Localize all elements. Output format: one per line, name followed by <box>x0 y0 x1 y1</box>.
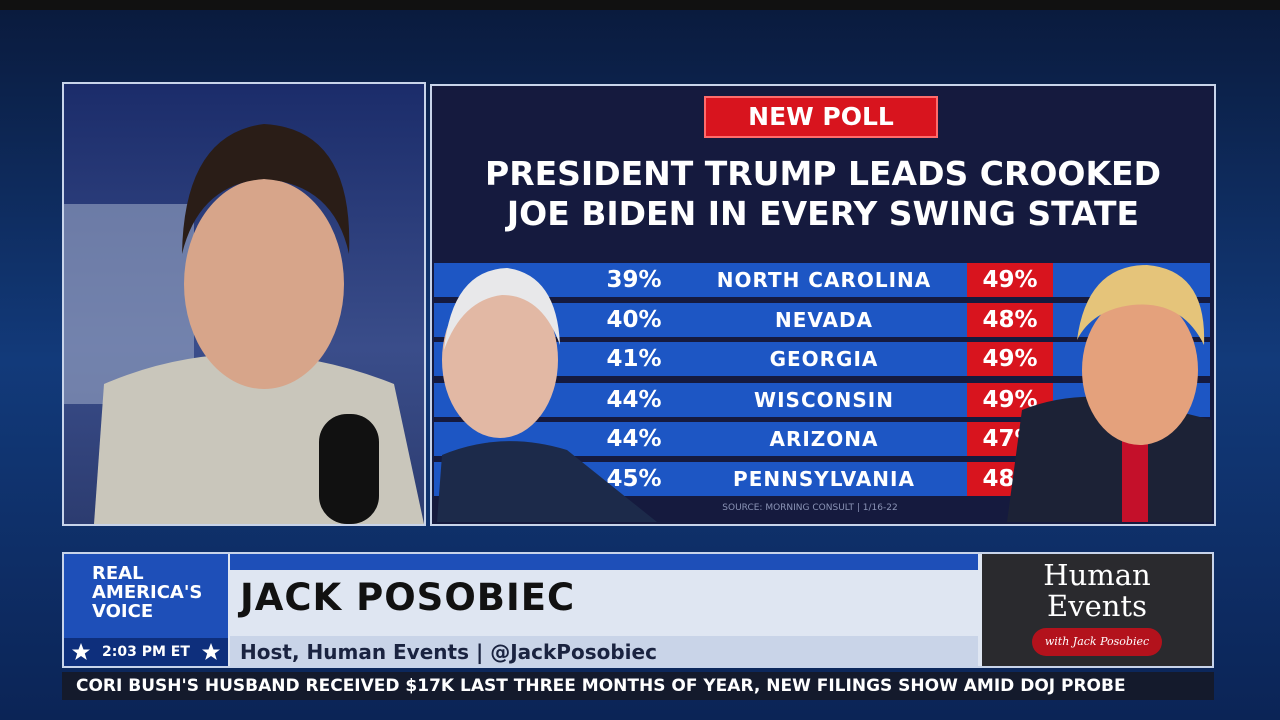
top-bar <box>0 0 1280 10</box>
logo-line: AMERICA'S <box>92 582 203 603</box>
trump-hair <box>1077 265 1205 345</box>
show-tag: with Jack Posobiec <box>1032 628 1162 656</box>
logo-text: REAL AMERICA'S VOICE <box>64 554 228 621</box>
title-line: JOE BIDEN IN EVERY SWING STATE <box>506 194 1140 233</box>
candidate-photos <box>437 265 1212 522</box>
biden-percent: 40% <box>606 307 662 333</box>
logo-line: VOICE <box>92 601 154 622</box>
hair <box>182 124 350 254</box>
state-name: ARIZONA <box>769 427 879 451</box>
star <box>202 643 220 660</box>
show-title: Human Events <box>982 554 1212 622</box>
state-name: WISCONSIN <box>754 388 894 412</box>
name-strip <box>230 554 978 570</box>
poll-source: SOURCE: MORNING CONSULT | 1/16-22 <box>722 503 898 513</box>
state-name: NEVADA <box>774 308 874 332</box>
biden-percent: 44% <box>606 426 662 452</box>
poll-row: 41% GEORGIA 49% <box>434 342 1210 376</box>
show-line: Human <box>1043 558 1151 592</box>
show-logo: Human Events with Jack Posobiec <box>982 554 1212 666</box>
state-name: PENNSYLVANIA <box>733 467 915 491</box>
host-name: JACK POSOBIEC <box>240 576 576 619</box>
star <box>72 643 90 660</box>
ticker-bar: CORI BUSH'S HUSBAND RECEIVED $17K LAST T… <box>62 672 1214 700</box>
state-name: NORTH CAROLINA <box>716 268 932 292</box>
subtitle-strip <box>230 636 978 666</box>
host-illustration <box>64 124 424 524</box>
biden-suit <box>437 441 657 522</box>
biden-percent: 45% <box>606 466 662 492</box>
host-video <box>62 82 426 526</box>
microphone <box>319 414 379 524</box>
ticker-text: CORI BUSH'S HUSBAND RECEIVED $17K LAST T… <box>76 676 1126 696</box>
clock-bar: 2:03 PM ET <box>64 638 228 666</box>
clock-stars <box>72 643 220 660</box>
trump-face <box>1082 295 1198 445</box>
clock: 2:03 PM ET <box>102 644 190 660</box>
biden-percent: 44% <box>606 387 662 413</box>
poll-row: 39% NORTH CAROLINA 49% <box>434 263 1210 297</box>
show-line: Events <box>1047 589 1147 623</box>
poll-badge: NEW POLL <box>704 96 938 138</box>
biden-percent: 39% <box>606 267 662 293</box>
face <box>184 179 344 389</box>
trump-tie <box>1122 440 1148 522</box>
biden-face <box>442 282 558 438</box>
host-subtitle: Host, Human Events | @JackPosobiec <box>240 640 657 664</box>
trump-percent: 49% <box>967 383 1053 417</box>
trump-percent: 48% <box>967 303 1053 337</box>
trump-percent: 49% <box>967 342 1053 376</box>
poll-title: PRESIDENT TRUMP LEADS CROOKED JOE BIDEN … <box>432 154 1214 234</box>
trump-percent: 49% <box>967 263 1053 297</box>
title-line: PRESIDENT TRUMP LEADS CROOKED <box>485 154 1161 193</box>
logo-line: REAL <box>92 563 144 584</box>
network-logo: REAL AMERICA'S VOICE 2:03 PM ET <box>64 554 228 666</box>
state-name: GEORGIA <box>769 347 879 371</box>
biden-hair <box>444 268 560 350</box>
biden-percent: 41% <box>606 346 662 372</box>
